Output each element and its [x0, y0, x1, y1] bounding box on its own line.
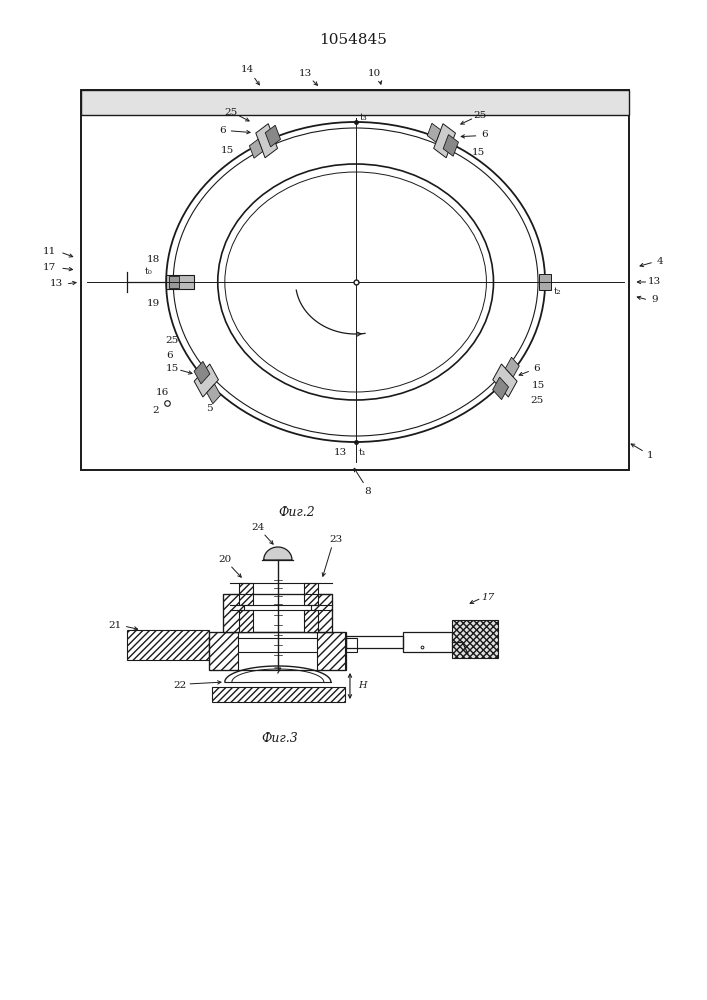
Text: 16: 16: [156, 388, 169, 397]
Text: 2: 2: [152, 406, 158, 415]
Text: 13: 13: [50, 279, 63, 288]
Polygon shape: [443, 135, 458, 156]
Text: 6: 6: [219, 126, 226, 135]
Polygon shape: [223, 594, 244, 632]
Text: 24: 24: [252, 524, 264, 532]
Text: 6: 6: [166, 351, 173, 360]
Polygon shape: [304, 583, 318, 605]
Text: 11: 11: [43, 247, 56, 256]
Polygon shape: [311, 594, 332, 632]
Text: 13: 13: [334, 448, 346, 457]
Text: t₃: t₃: [361, 113, 368, 122]
Polygon shape: [239, 610, 253, 632]
Text: 5: 5: [206, 404, 213, 413]
Text: 10: 10: [368, 70, 381, 79]
Text: t₂: t₂: [554, 288, 561, 296]
Text: 25: 25: [530, 396, 544, 405]
Text: 6: 6: [534, 364, 540, 373]
Text: 18: 18: [147, 255, 160, 264]
Text: 15: 15: [221, 146, 235, 155]
Text: 6: 6: [481, 130, 488, 139]
Text: 25: 25: [165, 336, 179, 345]
Polygon shape: [493, 364, 517, 397]
Polygon shape: [209, 638, 357, 652]
Text: 13: 13: [648, 277, 661, 286]
Text: 25: 25: [225, 108, 238, 117]
Polygon shape: [433, 124, 455, 158]
Polygon shape: [169, 276, 179, 288]
Text: t₀: t₀: [145, 267, 152, 276]
Polygon shape: [452, 620, 498, 658]
Text: 23: 23: [329, 536, 342, 544]
Text: 13: 13: [299, 70, 312, 79]
Text: 20: 20: [218, 556, 231, 564]
Text: 14: 14: [241, 66, 254, 75]
Text: 21: 21: [108, 621, 121, 631]
Text: 19: 19: [147, 300, 160, 308]
Text: 22: 22: [174, 682, 187, 690]
Text: 17: 17: [43, 263, 56, 272]
Polygon shape: [427, 123, 440, 142]
Polygon shape: [506, 357, 519, 377]
Polygon shape: [250, 139, 263, 158]
Text: 15: 15: [532, 381, 546, 390]
Text: 8: 8: [364, 488, 371, 496]
Polygon shape: [212, 687, 345, 702]
Text: 17: 17: [481, 593, 494, 602]
Polygon shape: [539, 274, 551, 290]
Polygon shape: [194, 364, 218, 397]
Polygon shape: [166, 275, 194, 289]
Text: Фиг.3: Фиг.3: [261, 732, 298, 744]
Polygon shape: [127, 630, 209, 660]
Polygon shape: [206, 384, 221, 404]
Text: Фиг.2: Фиг.2: [279, 505, 315, 518]
Text: H: H: [358, 682, 367, 690]
Polygon shape: [194, 361, 210, 384]
Polygon shape: [493, 377, 508, 400]
Text: 9: 9: [651, 296, 658, 304]
Text: 1054845: 1054845: [320, 33, 387, 47]
Polygon shape: [81, 90, 629, 115]
Text: 4: 4: [657, 257, 664, 266]
Text: 1: 1: [647, 450, 654, 460]
Polygon shape: [264, 547, 292, 560]
Polygon shape: [256, 124, 278, 158]
Polygon shape: [209, 632, 238, 670]
Text: 25: 25: [473, 111, 486, 120]
Polygon shape: [265, 125, 281, 147]
Text: 15: 15: [165, 364, 179, 373]
Text: t₁: t₁: [359, 448, 366, 457]
Polygon shape: [239, 583, 253, 605]
Text: 15: 15: [472, 148, 485, 157]
Polygon shape: [304, 610, 318, 632]
Polygon shape: [317, 632, 345, 670]
